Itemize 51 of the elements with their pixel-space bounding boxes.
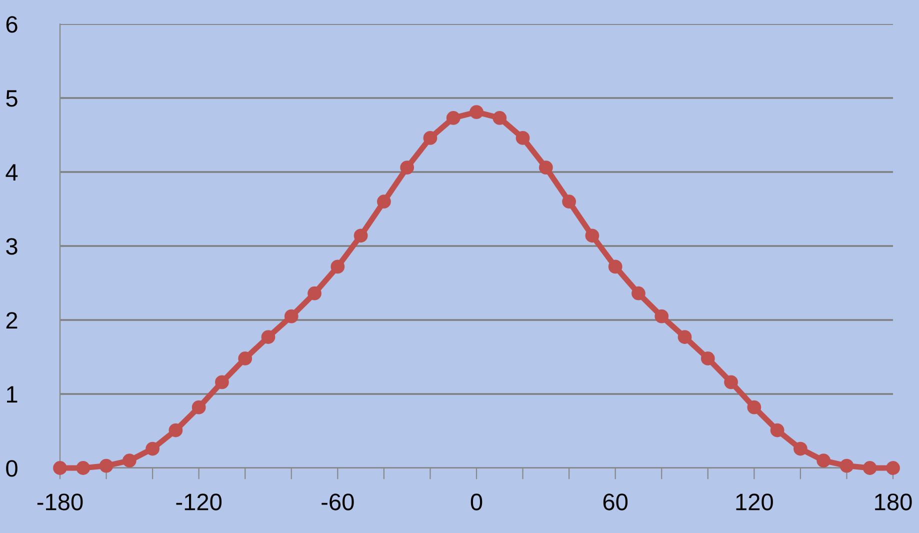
x-tick-label: 120	[736, 494, 773, 510]
point	[400, 160, 414, 175]
point	[747, 400, 762, 414]
point	[308, 286, 322, 300]
point	[562, 194, 576, 209]
point	[377, 194, 391, 209]
point	[470, 105, 484, 120]
point	[678, 330, 692, 344]
x-tick-label: 60	[603, 494, 628, 510]
point	[840, 458, 854, 473]
point	[53, 461, 67, 475]
y-tick-label: 1	[7, 386, 18, 403]
point	[192, 400, 206, 414]
point	[99, 458, 114, 473]
point	[608, 260, 622, 274]
x-tick-label: -180	[37, 494, 83, 510]
point	[238, 352, 252, 366]
point	[168, 423, 183, 438]
point	[700, 352, 715, 366]
point	[354, 228, 368, 243]
point	[76, 461, 90, 475]
point	[886, 461, 900, 475]
point	[146, 442, 160, 456]
point	[770, 423, 784, 438]
x-tick-label: 180	[875, 494, 912, 510]
point	[330, 260, 345, 274]
point	[816, 454, 831, 468]
x-tick-label: -60	[322, 494, 354, 510]
point	[261, 330, 276, 344]
point	[516, 131, 530, 145]
x-tick-label: -120	[176, 494, 222, 510]
y-tick-label: 5	[6, 90, 18, 107]
point	[446, 111, 460, 125]
point	[538, 160, 553, 175]
y-tick-label: 4	[6, 164, 18, 181]
y-tick-label: 3	[6, 238, 18, 255]
y-tick-label: 0	[6, 460, 18, 477]
point	[284, 309, 298, 324]
point	[862, 461, 877, 475]
point	[794, 442, 808, 456]
point	[654, 309, 669, 324]
point	[423, 131, 438, 145]
x-tick-label: 0	[470, 494, 482, 510]
point	[632, 286, 646, 300]
point	[122, 454, 136, 468]
point	[215, 375, 229, 390]
y-tick-label: 6	[6, 16, 18, 33]
y-tick-label: 2	[6, 312, 18, 329]
point	[724, 375, 738, 390]
point	[492, 111, 507, 125]
point	[585, 228, 600, 243]
